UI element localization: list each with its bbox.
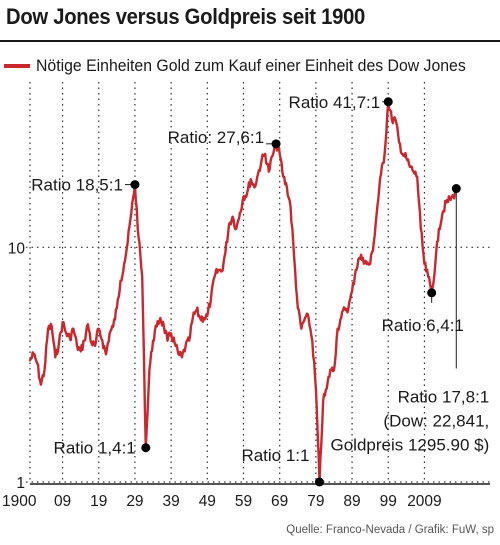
annotation-label: Ratio: 27,6:1 xyxy=(168,128,264,147)
x-tick-label: 49 xyxy=(199,493,216,510)
annotation-marker xyxy=(314,477,324,487)
annotation-note: (Dow: 22,841, xyxy=(383,412,489,431)
series-line xyxy=(28,100,458,484)
x-tick-label: 69 xyxy=(271,493,288,510)
annotation-marker xyxy=(451,184,461,194)
x-tick-label: 79 xyxy=(307,493,324,510)
source-credit: Quelle: Franco-Nevada / Grafik: FuW, sp xyxy=(286,524,494,536)
y-tick-label: 10 xyxy=(8,240,26,257)
legend: Nötige Einheiten Gold zum Kauf einer Ein… xyxy=(4,56,498,76)
x-tick-label: 2009 xyxy=(407,493,441,510)
x-tick-label: 89 xyxy=(343,493,360,510)
annotation-note: Goldpreis 1295.90 $) xyxy=(330,436,489,455)
legend-swatch xyxy=(4,64,30,68)
x-tick-label: 59 xyxy=(235,493,252,510)
x-tick-label: 39 xyxy=(163,493,180,510)
x-tick-label: 29 xyxy=(126,493,143,510)
annotation-label: Ratio 6,4:1 xyxy=(382,316,464,335)
x-tick-label: 1900 xyxy=(2,493,37,510)
annotation-marker xyxy=(130,180,140,190)
annotation-label: Ratio 41,7:1 xyxy=(289,93,381,112)
chart-title: Dow Jones versus Goldpreis seit 1900 xyxy=(6,4,366,29)
annotation-marker xyxy=(427,288,437,298)
x-tick-label: 19 xyxy=(90,493,107,510)
legend-label: Nötige Einheiten Gold zum Kauf einer Ein… xyxy=(36,56,466,75)
annotation-marker xyxy=(271,139,281,149)
annotation-marker xyxy=(141,443,151,453)
annotation-label: Ratio 1:1 xyxy=(241,446,309,465)
y-tick-label: 1 xyxy=(16,475,25,492)
annotation-label: Ratio 17,8:1 xyxy=(398,388,490,407)
x-tick-label: 09 xyxy=(54,493,71,510)
title-rule xyxy=(0,40,500,42)
annotation-label: Ratio 1,4:1 xyxy=(54,439,136,458)
annotation-label: Ratio 18,5:1 xyxy=(31,176,123,195)
annotation-marker xyxy=(383,97,393,107)
x-tick-label: 99 xyxy=(380,493,397,510)
